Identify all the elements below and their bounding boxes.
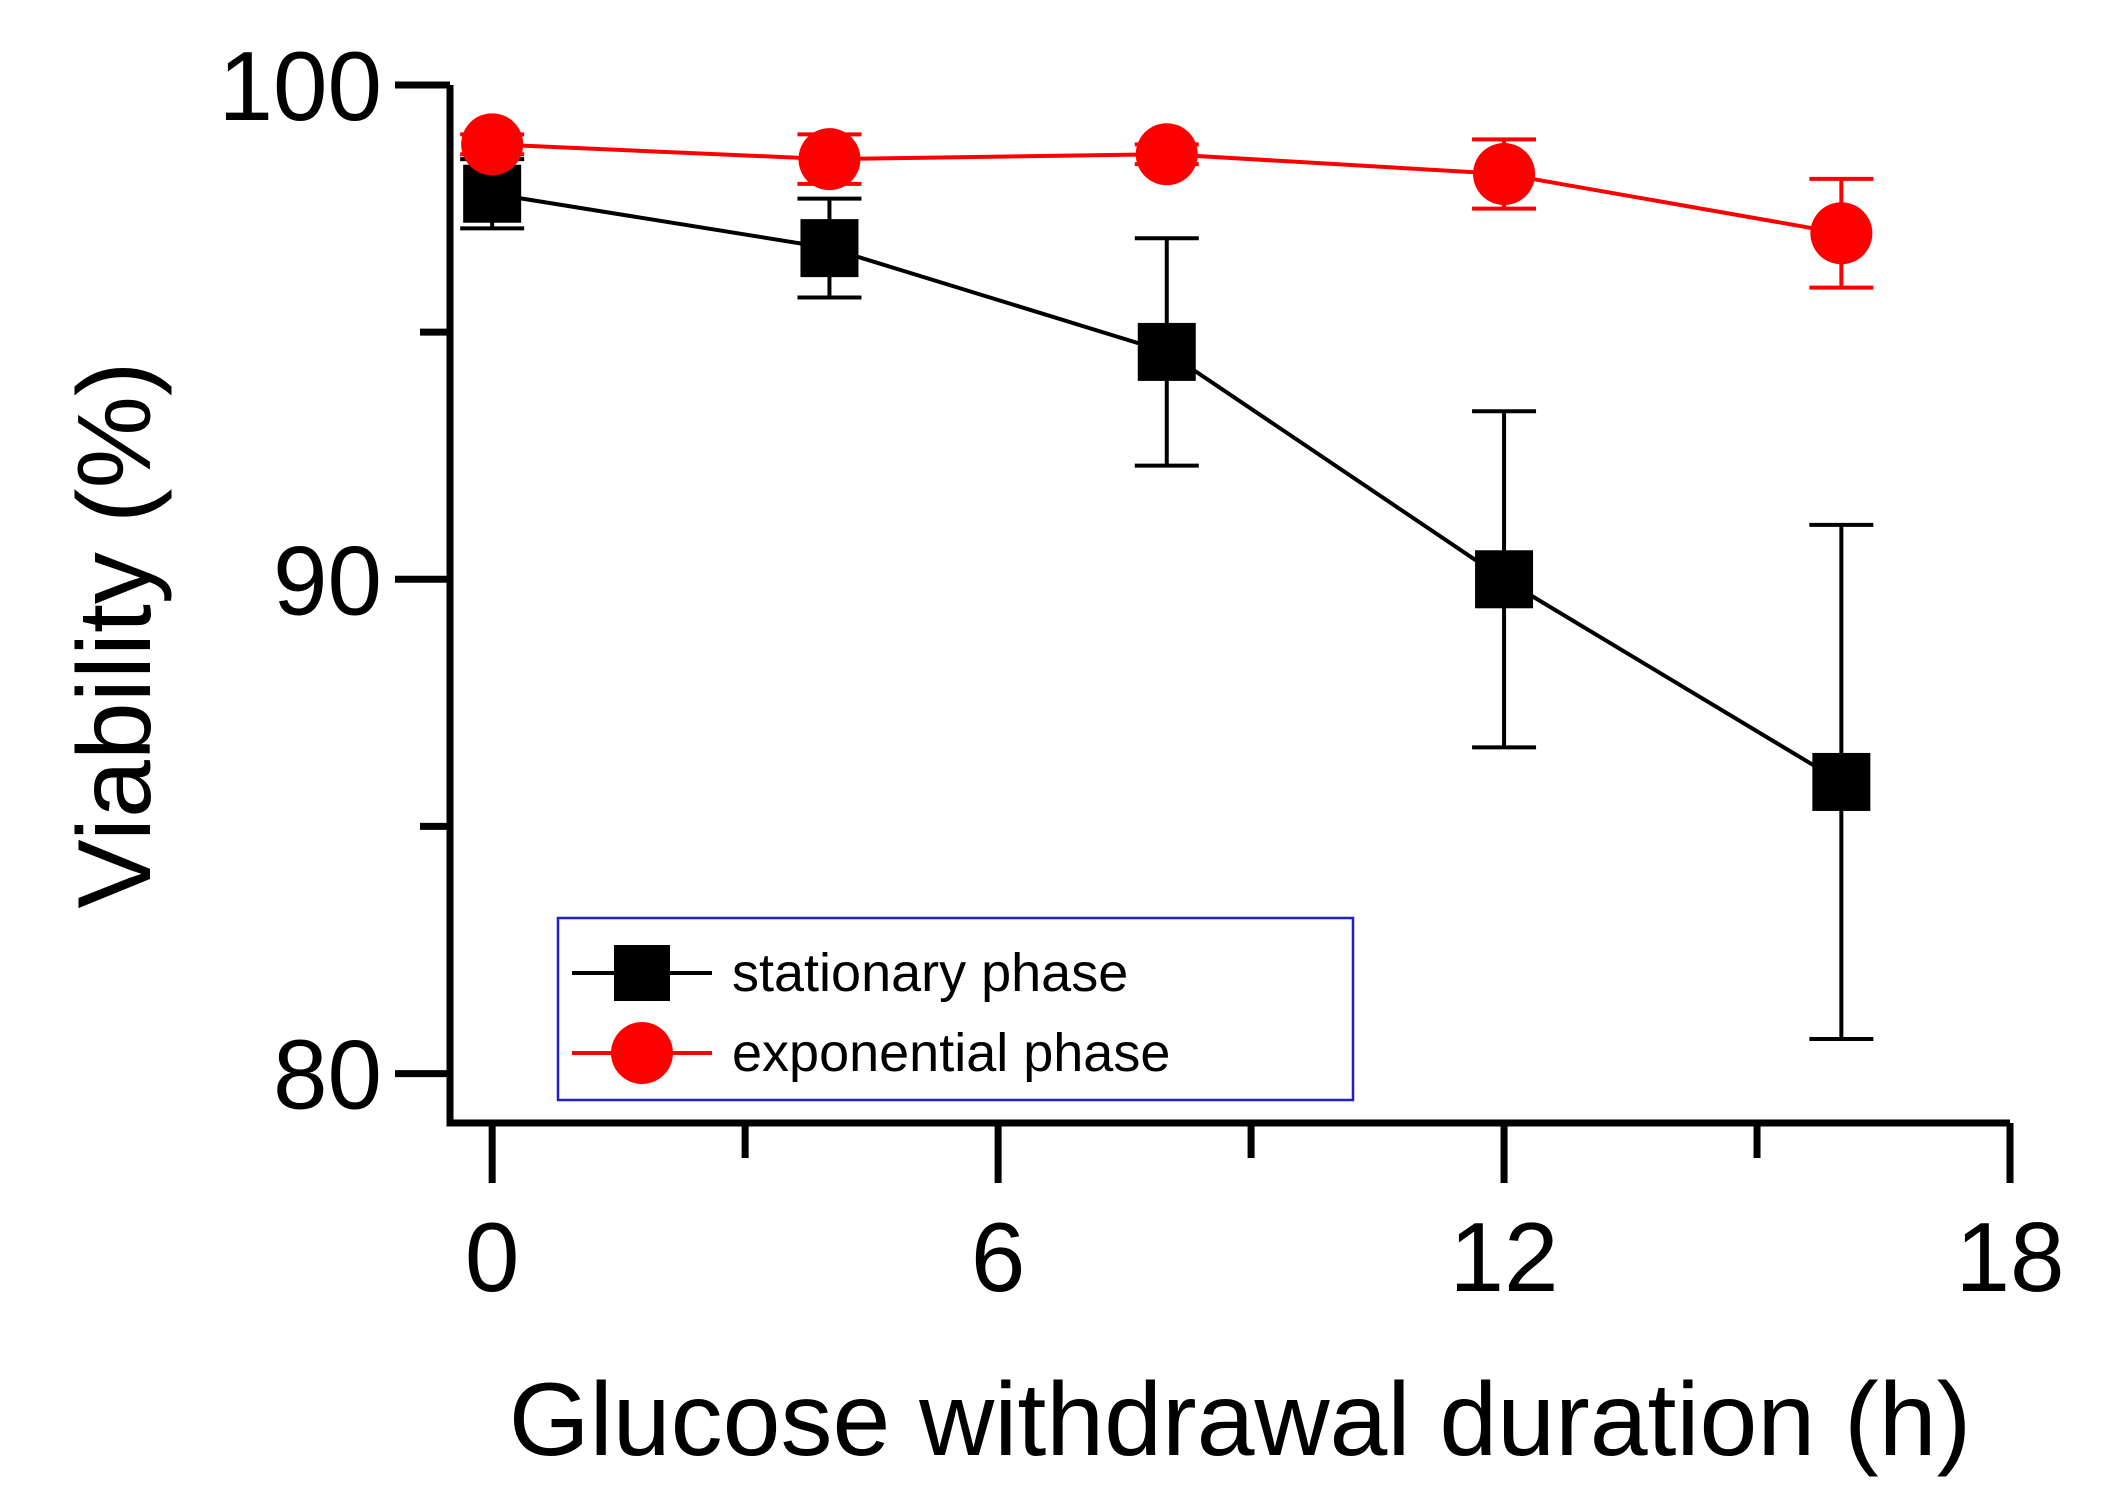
legend-label-exponential: exponential phase — [732, 1023, 1170, 1083]
data-point-circle — [798, 128, 861, 191]
legend-label-stationary: stationary phase — [732, 943, 1128, 1003]
x-tick-label: 6 — [971, 1202, 1026, 1312]
data-point-square — [1137, 322, 1196, 381]
data-point-circle — [1473, 142, 1536, 205]
data-point-circle — [1810, 202, 1873, 265]
data-point-square — [800, 219, 859, 278]
legend-box — [556, 916, 1355, 1102]
data-point-square — [1475, 550, 1534, 609]
x-tick-label: 12 — [1450, 1202, 1559, 1312]
data-point-circle — [461, 113, 524, 176]
legend-marker-circle — [611, 1022, 673, 1084]
y-tick-label: 80 — [273, 1020, 382, 1130]
axis-frame — [446, 85, 2010, 1127]
x-tick-label: 0 — [465, 1202, 520, 1312]
axes: 80 90 100 0 6 12 18 — [218, 31, 2064, 1312]
y-tick-label: 90 — [273, 525, 382, 635]
y-tick-label: 100 — [218, 31, 382, 141]
legend-marker-square — [614, 945, 670, 1001]
legend: stationary phase exponential phase — [556, 916, 1355, 1102]
y-axis-title: Viability (%) — [57, 361, 173, 908]
data-point-circle — [1135, 123, 1198, 186]
x-axis-title: Glucose withdrawal duration (h) — [509, 1362, 1971, 1478]
series-layer — [460, 113, 1874, 1041]
data-point-square — [1812, 752, 1871, 811]
series-exponential-phase — [460, 113, 1874, 290]
x-tick-label: 18 — [1955, 1202, 2064, 1312]
series-stationary-phase — [460, 157, 1874, 1041]
